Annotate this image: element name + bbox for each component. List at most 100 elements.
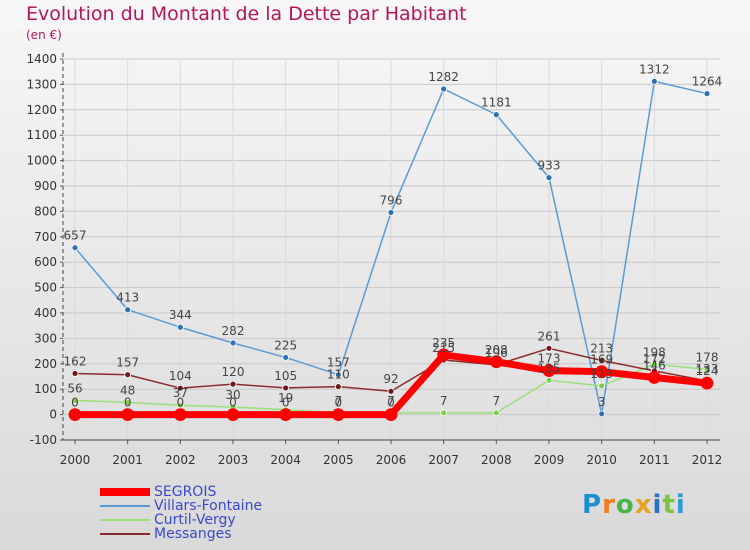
data-label: 172: [643, 352, 666, 366]
data-point: [489, 355, 503, 369]
data-label: 282: [222, 324, 245, 338]
data-point: [68, 408, 82, 422]
y-tick-label: 900: [34, 179, 57, 193]
data-label: 344: [169, 308, 192, 322]
x-tick-label: 2004: [270, 453, 301, 467]
data-point: [545, 376, 553, 384]
legend-item: SEGROIS: [100, 485, 262, 499]
y-tick-label: 800: [34, 204, 57, 218]
series-segrois: [68, 348, 714, 422]
data-label: 146: [643, 359, 666, 373]
data-label: 198: [643, 345, 666, 359]
data-point: [121, 408, 135, 422]
data-point: [545, 344, 553, 352]
data-label: 162: [64, 354, 87, 368]
x-tick-label: 2009: [534, 453, 565, 467]
data-label: 413: [116, 291, 139, 305]
data-point: [440, 85, 448, 93]
data-point: [124, 399, 132, 406]
data-label: 157: [327, 356, 350, 370]
y-tick-label: 200: [34, 357, 57, 371]
legend-swatch: [100, 488, 150, 496]
legend-swatch: [100, 533, 150, 535]
logo-letter: i: [652, 490, 663, 520]
data-label: 105: [274, 369, 297, 383]
x-tick-label: 2001: [112, 453, 143, 467]
data-point: [331, 408, 345, 422]
data-point: [387, 387, 395, 395]
x-tick-labels: 2000 2001 2002 2003 2004 2005 2006 2007 2008 2009…: [60, 453, 723, 467]
grid-lines: [63, 58, 720, 441]
x-tick-label: 2005: [323, 453, 354, 467]
legend-label: Messanges: [154, 526, 232, 542]
y-tick-label: 600: [34, 255, 57, 269]
data-label: 0: [282, 396, 290, 410]
x-tick-label: 2003: [218, 453, 249, 467]
x-tick-label: 2008: [481, 453, 512, 467]
data-point: [598, 357, 606, 364]
data-label: 213: [590, 341, 613, 355]
data-label: 796: [380, 193, 403, 207]
logo-letter: t: [662, 490, 676, 520]
y-tick-label: 400: [34, 306, 57, 320]
legend-label: Curtil-Vergy: [154, 512, 236, 528]
legend-label: SEGROIS: [154, 484, 217, 500]
data-label: 3: [598, 395, 606, 409]
data-label: 657: [64, 229, 87, 243]
y-tick-label: 100: [34, 382, 57, 396]
x-tick-label: 2011: [639, 453, 670, 467]
y-tick-label: -100: [30, 433, 57, 447]
data-label: 7: [335, 394, 343, 408]
data-point: [595, 365, 609, 379]
x-tick-label: 2002: [165, 453, 196, 467]
data-point: [545, 174, 553, 182]
data-point: [282, 384, 290, 392]
data-label: 133: [696, 362, 719, 376]
data-point: [124, 306, 132, 314]
legend-swatch: [100, 505, 150, 507]
data-point: [176, 384, 184, 392]
data-label: 1181: [481, 96, 512, 110]
legend-swatch: [100, 519, 150, 521]
x-tick-label: 2000: [60, 453, 91, 467]
data-label: 235: [432, 336, 455, 350]
data-point: [647, 371, 661, 384]
y-tick-label: 1300: [26, 77, 57, 91]
data-point: [334, 383, 342, 391]
x-tick-label: 2007: [428, 453, 459, 467]
y-tick-label: 500: [34, 281, 57, 295]
data-point: [387, 209, 395, 216]
data-label: 0: [71, 396, 79, 410]
data-point: [229, 380, 237, 388]
data-label: 1264: [692, 75, 723, 89]
chart-title: Evolution du Montant de la Dette par Hab…: [26, 3, 467, 25]
series-lines: [68, 77, 714, 422]
data-point: [173, 408, 187, 422]
data-label: 208: [485, 343, 508, 357]
data-point: [542, 364, 556, 378]
data-point: [440, 409, 448, 417]
data-label: 173: [538, 352, 561, 366]
logo-letter: x: [634, 490, 653, 520]
data-label: 92: [383, 372, 398, 386]
series-villars-fontaine: [71, 77, 711, 418]
chart-unit: (en €): [26, 28, 62, 42]
data-labels: 0 0 0 0 0 0 0 235 208 173 169 146 124 657 413 344 282 225…: [64, 62, 723, 409]
data-label: 178: [696, 350, 719, 364]
data-point: [226, 408, 240, 422]
data-label: 0: [387, 396, 395, 410]
data-label: 225: [274, 338, 297, 352]
y-tick-label: 1000: [26, 154, 57, 168]
y-tick-labels: -100 0 100 200 300 400 500 600 700 800 900 1000 1100…: [26, 52, 57, 447]
data-label: 110: [327, 368, 350, 382]
data-label: 261: [538, 329, 561, 343]
data-point: [437, 348, 451, 362]
data-label: 169: [590, 353, 613, 367]
data-label: 0: [229, 396, 237, 410]
data-label: 7: [493, 394, 501, 408]
data-label: 1312: [639, 62, 670, 76]
data-label: 19: [278, 391, 293, 405]
data-point: [700, 376, 714, 390]
data-label: 30: [225, 388, 240, 402]
data-label: 120: [222, 365, 245, 379]
